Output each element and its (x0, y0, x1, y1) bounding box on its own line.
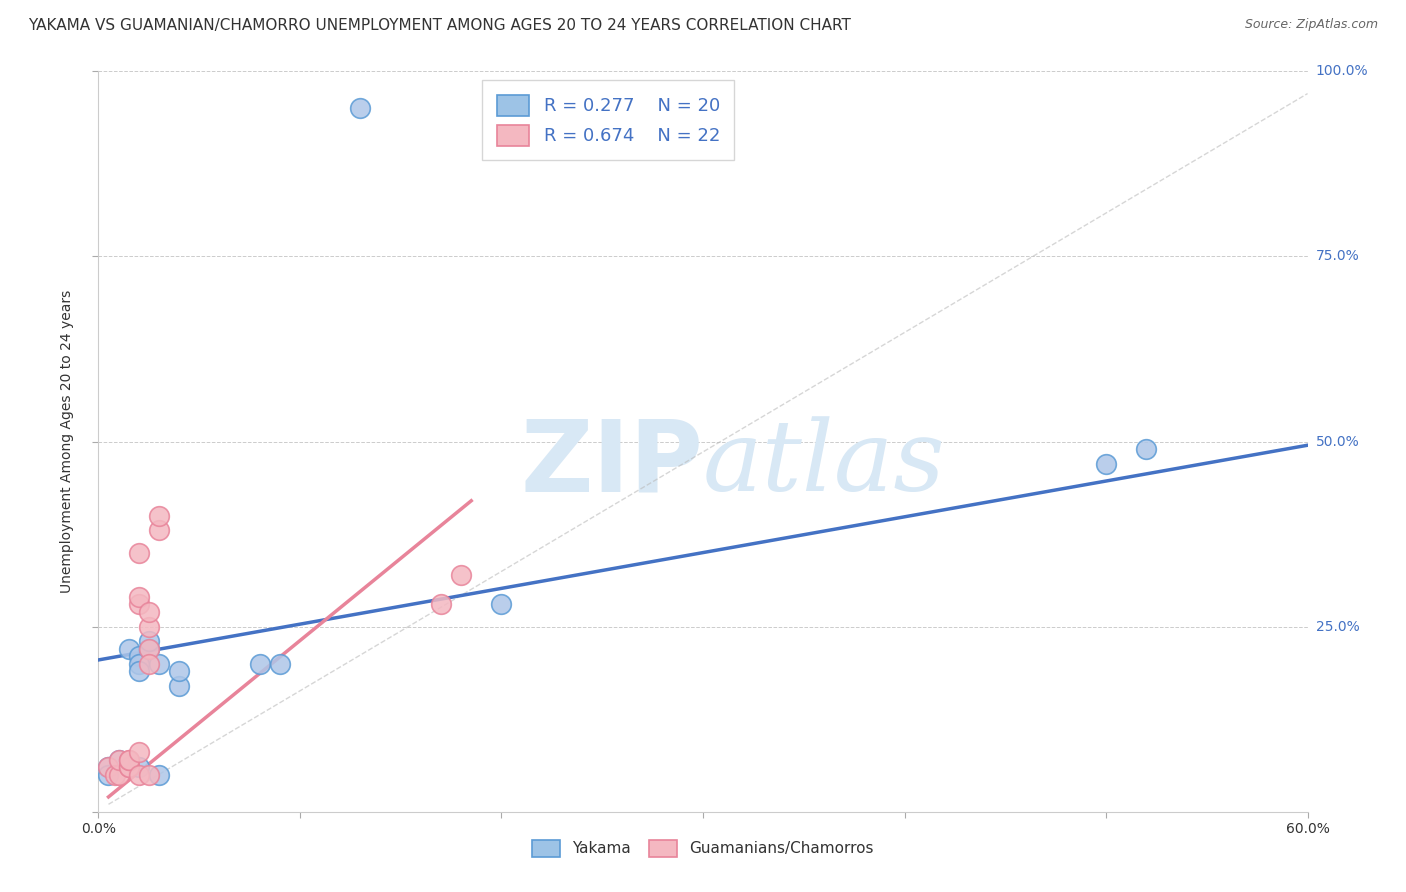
Text: atlas: atlas (703, 416, 946, 511)
Text: 100.0%: 100.0% (1316, 64, 1368, 78)
Point (103, 767, 125, 781)
Point (450, 567, 472, 582)
Point (128, 598, 150, 612)
Point (148, 767, 170, 781)
Point (128, 546, 150, 560)
Point (167, 664, 190, 678)
Point (128, 767, 150, 781)
Point (138, 619, 160, 633)
Point (138, 767, 160, 781)
Point (349, 102, 371, 116)
Text: Source: ZipAtlas.com: Source: ZipAtlas.com (1244, 18, 1378, 31)
Point (1135, 442, 1157, 456)
Point (128, 746, 150, 760)
Point (107, 767, 129, 781)
Point (138, 634, 160, 648)
Point (128, 649, 150, 664)
Point (97, 760, 120, 774)
Legend: Yakama, Guamanians/Chamorros: Yakama, Guamanians/Chamorros (526, 833, 880, 863)
Point (491, 598, 513, 612)
Point (138, 641, 160, 656)
Point (148, 657, 170, 671)
Point (97, 767, 120, 781)
Point (128, 590, 150, 604)
Point (269, 657, 291, 671)
Point (107, 753, 129, 767)
Point (1095, 457, 1118, 471)
Text: 75.0%: 75.0% (1316, 250, 1360, 263)
Point (118, 641, 141, 656)
Point (128, 760, 150, 774)
Point (128, 657, 150, 671)
Point (138, 605, 160, 619)
Text: ZIP: ZIP (520, 416, 703, 512)
Point (138, 657, 160, 671)
Text: YAKAMA VS GUAMANIAN/CHAMORRO UNEMPLOYMENT AMONG AGES 20 TO 24 YEARS CORRELATION : YAKAMA VS GUAMANIAN/CHAMORRO UNEMPLOYMEN… (28, 18, 851, 33)
Text: 25.0%: 25.0% (1316, 620, 1360, 633)
Point (118, 753, 141, 767)
Point (167, 679, 190, 693)
Point (430, 598, 453, 612)
Point (249, 657, 271, 671)
Y-axis label: Unemployment Among Ages 20 to 24 years: Unemployment Among Ages 20 to 24 years (60, 290, 75, 593)
Text: 50.0%: 50.0% (1316, 434, 1360, 449)
Point (118, 753, 141, 767)
Point (138, 641, 160, 656)
Point (118, 760, 141, 774)
Point (107, 753, 129, 767)
Point (128, 664, 150, 678)
Point (118, 760, 141, 774)
Point (148, 508, 170, 523)
Point (148, 524, 170, 538)
Point (97, 760, 120, 774)
